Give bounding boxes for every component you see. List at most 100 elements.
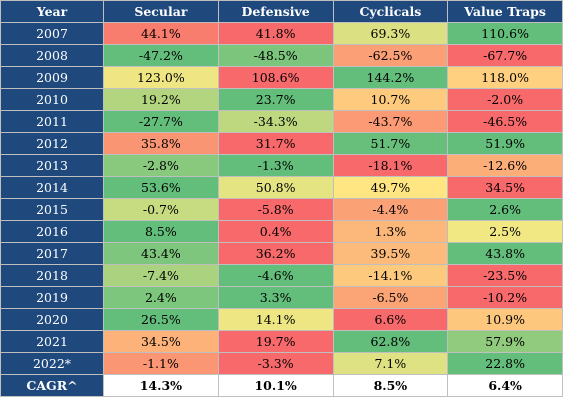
column-header-value-traps: Value Traps xyxy=(447,0,563,23)
return-cell: -4.6% xyxy=(217,264,334,287)
table-row: 2022* -1.1% -3.3% 7.1% 22.8% xyxy=(0,352,563,375)
return-cell: 34.5% xyxy=(103,330,219,353)
cagr-cell: 6.4% xyxy=(447,374,563,397)
return-cell: -27.7% xyxy=(103,110,219,133)
return-cell: 19.7% xyxy=(217,330,334,353)
return-cell: 10.7% xyxy=(332,88,449,111)
return-cell: 49.7% xyxy=(332,176,449,199)
return-cell: -2.8% xyxy=(103,154,219,177)
return-cell: -3.3% xyxy=(217,352,334,375)
return-cell: -1.3% xyxy=(217,154,334,177)
return-cell: 1.3% xyxy=(332,220,449,243)
return-cell: 26.5% xyxy=(103,308,219,331)
return-cell: -1.1% xyxy=(103,352,219,375)
cagr-row: CAGR^ 14.3% 10.1% 8.5% 6.4% xyxy=(0,374,563,397)
return-cell: -0.7% xyxy=(103,198,219,221)
return-cell: 22.8% xyxy=(447,352,563,375)
return-cell: -6.5% xyxy=(332,286,449,309)
year-label: 2017 xyxy=(0,242,104,265)
cagr-cell: 8.5% xyxy=(332,374,449,397)
return-cell: 69.3% xyxy=(332,22,449,45)
table-row: 2015 -0.7% -5.8% -4.4% 2.6% xyxy=(0,198,563,221)
year-label: 2020 xyxy=(0,308,104,331)
return-cell: 6.6% xyxy=(332,308,449,331)
return-cell: 44.1% xyxy=(103,22,219,45)
year-label: 2021 xyxy=(0,330,104,353)
table-body: 2007 44.1% 41.8% 69.3% 110.6% 2008 -47.2% -48.5… xyxy=(0,22,563,375)
return-cell: -18.1% xyxy=(332,154,449,177)
year-label: 2008 xyxy=(0,44,104,67)
table-row: 2020 26.5% 14.1% 6.6% 10.9% xyxy=(0,308,563,331)
table-row: 2014 53.6% 50.8% 49.7% 34.5% xyxy=(0,176,563,199)
year-label: 2013 xyxy=(0,154,104,177)
return-cell: 118.0% xyxy=(447,66,563,89)
return-cell: 62.8% xyxy=(332,330,449,353)
return-cell: 2.6% xyxy=(447,198,563,221)
return-cell: -2.0% xyxy=(447,88,563,111)
table-row: 2017 43.4% 36.2% 39.5% 43.8% xyxy=(0,242,563,265)
return-cell: 10.9% xyxy=(447,308,563,331)
year-label: 2014 xyxy=(0,176,104,199)
return-cell: 8.5% xyxy=(103,220,219,243)
cagr-cell: 10.1% xyxy=(217,374,334,397)
table-row: 2019 2.4% 3.3% -6.5% -10.2% xyxy=(0,286,563,309)
return-cell: -23.5% xyxy=(447,264,563,287)
year-label: 2009 xyxy=(0,66,104,89)
return-cell: 0.4% xyxy=(217,220,334,243)
year-label: 2011 xyxy=(0,110,104,133)
return-cell: 39.5% xyxy=(332,242,449,265)
return-cell: 2.4% xyxy=(103,286,219,309)
year-label: 2022* xyxy=(0,352,104,375)
return-cell: 50.8% xyxy=(217,176,334,199)
return-cell: -10.2% xyxy=(447,286,563,309)
return-cell: -34.3% xyxy=(217,110,334,133)
return-cell: 3.3% xyxy=(217,286,334,309)
return-cell: 23.7% xyxy=(217,88,334,111)
table-row: 2011 -27.7% -34.3% -43.7% -46.5% xyxy=(0,110,563,133)
return-cell: 110.6% xyxy=(447,22,563,45)
return-cell: 53.6% xyxy=(103,176,219,199)
year-label: 2012 xyxy=(0,132,104,155)
return-cell: 57.9% xyxy=(447,330,563,353)
year-label: 2016 xyxy=(0,220,104,243)
return-cell: 51.9% xyxy=(447,132,563,155)
return-cell: 31.7% xyxy=(217,132,334,155)
return-cell: 14.1% xyxy=(217,308,334,331)
return-cell: -46.5% xyxy=(447,110,563,133)
return-cell: 7.1% xyxy=(332,352,449,375)
return-cell: -48.5% xyxy=(217,44,334,67)
table-row: 2009 123.0% 108.6% 144.2% 118.0% xyxy=(0,66,563,89)
return-cell: 51.7% xyxy=(332,132,449,155)
return-cell: 43.4% xyxy=(103,242,219,265)
table-row: 2021 34.5% 19.7% 62.8% 57.9% xyxy=(0,330,563,353)
return-cell: 36.2% xyxy=(217,242,334,265)
return-cell: 144.2% xyxy=(332,66,449,89)
header-row: Year Secular Defensive Cyclicals Value T… xyxy=(0,0,563,23)
table-row: 2007 44.1% 41.8% 69.3% 110.6% xyxy=(0,22,563,45)
return-cell: -47.2% xyxy=(103,44,219,67)
return-cell: 41.8% xyxy=(217,22,334,45)
year-label: 2010 xyxy=(0,88,104,111)
cagr-label: CAGR^ xyxy=(0,374,104,397)
return-cell: -43.7% xyxy=(332,110,449,133)
table-row: 2008 -47.2% -48.5% -62.5% -67.7% xyxy=(0,44,563,67)
return-cell: -67.7% xyxy=(447,44,563,67)
column-header-defensive: Defensive xyxy=(217,0,334,23)
return-cell: -14.1% xyxy=(332,264,449,287)
column-header-year: Year xyxy=(0,0,104,23)
table-row: 2016 8.5% 0.4% 1.3% 2.5% xyxy=(0,220,563,243)
return-cell: -62.5% xyxy=(332,44,449,67)
year-label: 2015 xyxy=(0,198,104,221)
column-header-secular: Secular xyxy=(103,0,219,23)
return-cell: 19.2% xyxy=(103,88,219,111)
return-cell: 108.6% xyxy=(217,66,334,89)
return-cell: 123.0% xyxy=(103,66,219,89)
column-header-cyclicals: Cyclicals xyxy=(332,0,449,23)
table-row: 2018 -7.4% -4.6% -14.1% -23.5% xyxy=(0,264,563,287)
year-label: 2007 xyxy=(0,22,104,45)
table-row: 2010 19.2% 23.7% 10.7% -2.0% xyxy=(0,88,563,111)
return-cell: 35.8% xyxy=(103,132,219,155)
return-cell: -5.8% xyxy=(217,198,334,221)
table-row: 2013 -2.8% -1.3% -18.1% -12.6% xyxy=(0,154,563,177)
return-cell: -4.4% xyxy=(332,198,449,221)
